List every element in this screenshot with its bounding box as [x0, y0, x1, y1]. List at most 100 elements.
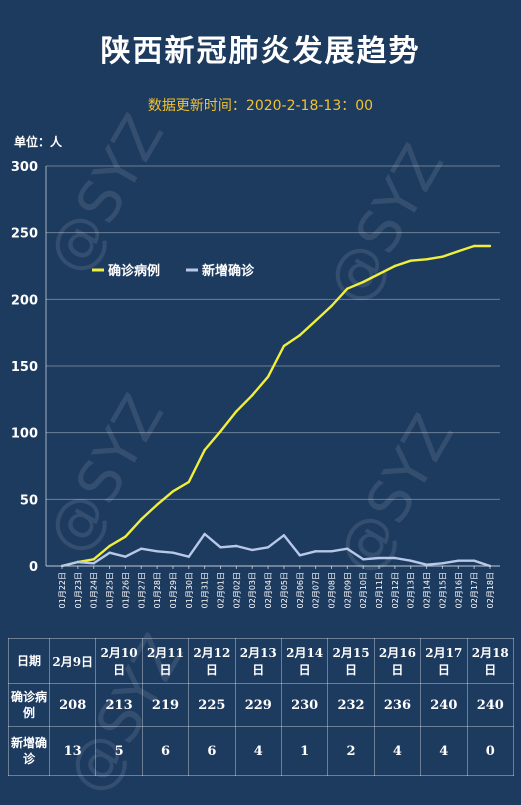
- confirmed-point: [282, 344, 286, 348]
- date-cell: 2月9日: [48, 638, 97, 684]
- confirmed-point: [171, 490, 175, 493]
- confirmed-series-line: [61, 244, 490, 568]
- new-cases-cell: 4: [234, 726, 282, 776]
- x-tick-label: 01月24日: [90, 572, 99, 608]
- new-cases-point: [425, 563, 428, 566]
- x-tick-label: 02月09日: [343, 572, 352, 608]
- y-tick-label: 0: [29, 560, 38, 575]
- confirmed-point: [361, 280, 365, 284]
- new-cases-point: [203, 532, 206, 536]
- new-cases-point: [76, 560, 80, 564]
- confirmed-point: [425, 258, 428, 261]
- date-cell: 2月12日: [188, 638, 236, 684]
- new-cases-point: [155, 550, 159, 553]
- date-cell: 2月15日: [327, 638, 375, 684]
- confirmed-point: [251, 394, 254, 397]
- confirmed-cell: 230: [280, 683, 329, 727]
- new-cases-cell: 2: [327, 726, 375, 776]
- new-cases-point: [140, 547, 143, 550]
- x-tick-label: 02月10日: [359, 572, 368, 608]
- new-cases-point: [361, 558, 365, 561]
- confirmed-cell: 225: [188, 683, 236, 727]
- confirmed-point: [140, 518, 143, 521]
- x-tick-label: 02月17日: [470, 572, 479, 608]
- new-cases-point: [124, 555, 127, 558]
- new-cases-cell: 5: [95, 726, 143, 776]
- new-cases-point: [108, 551, 111, 554]
- x-tick-label: 02月01日: [217, 572, 226, 608]
- legend-label-confirmed: 确诊病例: [108, 263, 160, 279]
- confirmed-point: [187, 480, 191, 484]
- y-tick-label: 150: [11, 360, 38, 375]
- x-tick-label: 01月27日: [137, 572, 146, 608]
- confirmed-point: [219, 430, 222, 433]
- confirmed-point: [377, 272, 381, 276]
- confirmed-point: [346, 287, 349, 290]
- confirmed-point: [393, 264, 397, 268]
- confirmed-point: [203, 448, 206, 452]
- x-tick-label: 02月16日: [454, 572, 463, 608]
- confirmed-point: [441, 255, 444, 258]
- new-cases-point: [298, 554, 301, 557]
- new-cases-point: [219, 546, 222, 549]
- confirmed-cell: 236: [373, 683, 422, 727]
- y-tick-label: 50: [20, 493, 38, 508]
- confirmed-point: [330, 304, 333, 308]
- new-cases-point: [393, 556, 397, 560]
- confirmed-point: [92, 558, 95, 561]
- new-cases-point: [346, 547, 349, 550]
- confirmed-point: [314, 319, 317, 322]
- x-tick-label: 01月29日: [169, 572, 178, 608]
- x-tick-label: 01月31日: [201, 572, 210, 608]
- confirmed-cell: 232: [327, 683, 375, 727]
- new-cases-point: [314, 550, 317, 553]
- new-cases-point: [457, 559, 460, 562]
- new-cases-point: [92, 562, 95, 565]
- new-cases-series-line: [61, 532, 491, 568]
- date-cell: 2月13日: [234, 638, 282, 684]
- confirmed-point: [488, 244, 492, 248]
- confirmed-point: [409, 259, 412, 262]
- data-table: 日期 2月9日 2月10日 2月11日 2月12日 2月13日 2月14日 2月15日 2月16…: [8, 638, 515, 776]
- x-tick-label: 02月15日: [438, 572, 447, 608]
- confirmed-cell: 213: [95, 683, 143, 727]
- x-tick-label: 02月14日: [423, 572, 432, 608]
- x-tick-label: 01月28日: [153, 572, 162, 608]
- date-cell: 2月18日: [466, 638, 515, 684]
- new-cases-cell: 4: [420, 726, 468, 776]
- confirmed-point: [108, 544, 111, 548]
- confirmed-row-label: 确诊病例: [8, 683, 50, 727]
- confirmed-cell: 229: [234, 683, 282, 727]
- x-tick-label: 02月04日: [264, 572, 273, 608]
- confirmed-point: [124, 535, 127, 538]
- new-cases-cell: 0: [466, 726, 515, 776]
- new-cases-point: [235, 544, 238, 548]
- new-cases-cell: 1: [280, 726, 329, 776]
- confirmed-point: [457, 250, 460, 253]
- x-tick-label: 02月08日: [327, 572, 336, 608]
- new-cases-cell: 6: [141, 726, 190, 776]
- x-tick-label: 01月30日: [185, 572, 194, 608]
- new-cases-cell: 13: [48, 726, 97, 776]
- y-tick-label: 100: [11, 427, 38, 442]
- x-tick-label: 02月03日: [248, 572, 257, 608]
- update-time: 数据更新时间：2020-2-18-13：00: [147, 98, 374, 114]
- x-tick-label: 01月25日: [106, 572, 115, 608]
- confirmed-cell: 208: [48, 683, 97, 727]
- x-tick-label: 02月06日: [296, 572, 305, 608]
- line-chart: 0 50 100 150 200 250 300 01月22日 01月23日 01月24日 01月2…: [11, 160, 500, 608]
- new-cases-point: [171, 551, 175, 554]
- x-tick-label: 02月18日: [486, 572, 495, 608]
- legend-label-new: 新增确诊: [202, 263, 255, 279]
- new-cases-point: [330, 550, 333, 553]
- unit-label: 单位：人: [14, 135, 63, 149]
- x-tick-label: 02月02日: [232, 572, 241, 608]
- x-tick-label: 01月23日: [74, 572, 83, 608]
- new-cases-point: [472, 559, 476, 562]
- confirmed-point: [235, 410, 238, 413]
- confirmed-point: [298, 334, 301, 337]
- confirmed-cell: 240: [466, 683, 515, 727]
- new-cases-point: [187, 555, 191, 558]
- chart-title: 陕西新冠肺炎发展趋势: [100, 34, 421, 69]
- x-tick-label: 02月12日: [391, 572, 400, 608]
